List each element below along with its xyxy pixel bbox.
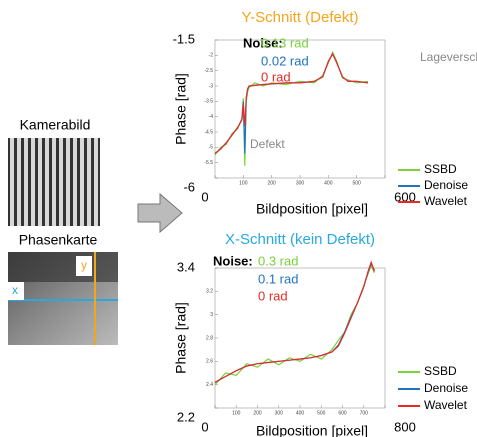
legend-label: SSBD (424, 364, 457, 378)
y-marker: y (81, 258, 87, 272)
y-tick-label: -2.5 (204, 68, 213, 74)
x-axis-end-label: 600 (394, 189, 416, 204)
x-marker: x (12, 283, 18, 297)
x-tick-label: 100 (232, 410, 241, 416)
series-line (214, 50, 369, 166)
arrow (137, 192, 183, 234)
y-tick-label: -4 (209, 114, 214, 120)
phase-dark-band (8, 252, 118, 282)
y-marker-box (76, 256, 92, 276)
x-tick-label: 600 (338, 410, 347, 416)
x-tick-label: 400 (296, 410, 305, 416)
noise-value: 0.02 rad (261, 53, 309, 68)
x-tick-label: 200 (267, 180, 276, 186)
x-tick-label: 300 (296, 180, 305, 186)
series-line (214, 260, 375, 383)
y-tick-label: -3.5 (204, 99, 213, 105)
y-tick-label: -5 (209, 145, 214, 151)
y-tick-label: -4.5 (204, 129, 213, 135)
x-axis-label: Bildposition [pixel] (256, 423, 368, 437)
x-axis-end-label: 0 (201, 419, 208, 434)
legend-label: Wavelet (424, 398, 468, 412)
x-tick-label: 200 (253, 410, 262, 416)
series-line (214, 52, 369, 154)
x-axis-end-label: 0 (201, 189, 208, 204)
y-axis-end-label: 3.4 (177, 259, 195, 274)
chart-title: X-Schnitt (kein Defekt) (225, 231, 375, 248)
phase-label: Phasenkarte (19, 232, 98, 248)
x-tick-label: 500 (317, 410, 326, 416)
legend-label: SSBD (424, 162, 457, 176)
series-line (214, 52, 369, 154)
annotation: Lageverschiebung (420, 50, 477, 64)
y-tick-label: 2.4 (206, 382, 213, 388)
noise-value: 0 rad (258, 288, 288, 303)
noise-value: 0.1 rad (258, 271, 298, 286)
x-tick-label: 100 (239, 180, 248, 186)
x-tick-label: 400 (324, 180, 333, 186)
noise-heading: Noise: (243, 35, 283, 50)
y-axis-end-label: -6 (183, 179, 195, 194)
x-tick-label: 500 (352, 180, 361, 186)
y-tick-label: -5.5 (204, 160, 213, 166)
x-axis-label: Bildposition [pixel] (256, 201, 368, 217)
camera-label: Kamerabild (20, 117, 91, 133)
y-tick-label: 3 (210, 312, 213, 318)
y-tick-label: 3.2 (206, 289, 213, 295)
noise-value: 0.13 rad (261, 35, 309, 50)
y-axis-end-label: 2.2 (177, 409, 195, 424)
x-marker-box (8, 282, 24, 300)
annotation: Defekt (250, 137, 285, 151)
y-tick-label: 2.6 (206, 359, 213, 365)
legend-label: Denoise (424, 178, 468, 192)
y-tick-label: 2.8 (206, 335, 213, 341)
y-axis-label: Phase [rad] (173, 73, 189, 145)
noise-value: 0.3 rad (258, 253, 298, 268)
camera-image (8, 138, 100, 226)
legend-label: Denoise (424, 381, 468, 395)
noise-heading: Noise: (213, 253, 253, 268)
plot-frame (214, 267, 386, 409)
y-axis-label: Phase [rad] (173, 302, 189, 374)
chart-title: Y-Schnitt (Defekt) (242, 9, 359, 26)
legend-label: Wavelet (424, 194, 468, 208)
noise-value: 0 rad (261, 69, 291, 84)
x-tick-label: 700 (360, 410, 369, 416)
x-tick-label: 300 (275, 410, 284, 416)
y-tick-label: -3 (209, 83, 214, 89)
y-axis-end-label: -1.5 (173, 31, 195, 46)
y-tick-label: -2 (209, 53, 214, 59)
x-axis-end-label: 800 (394, 419, 416, 434)
